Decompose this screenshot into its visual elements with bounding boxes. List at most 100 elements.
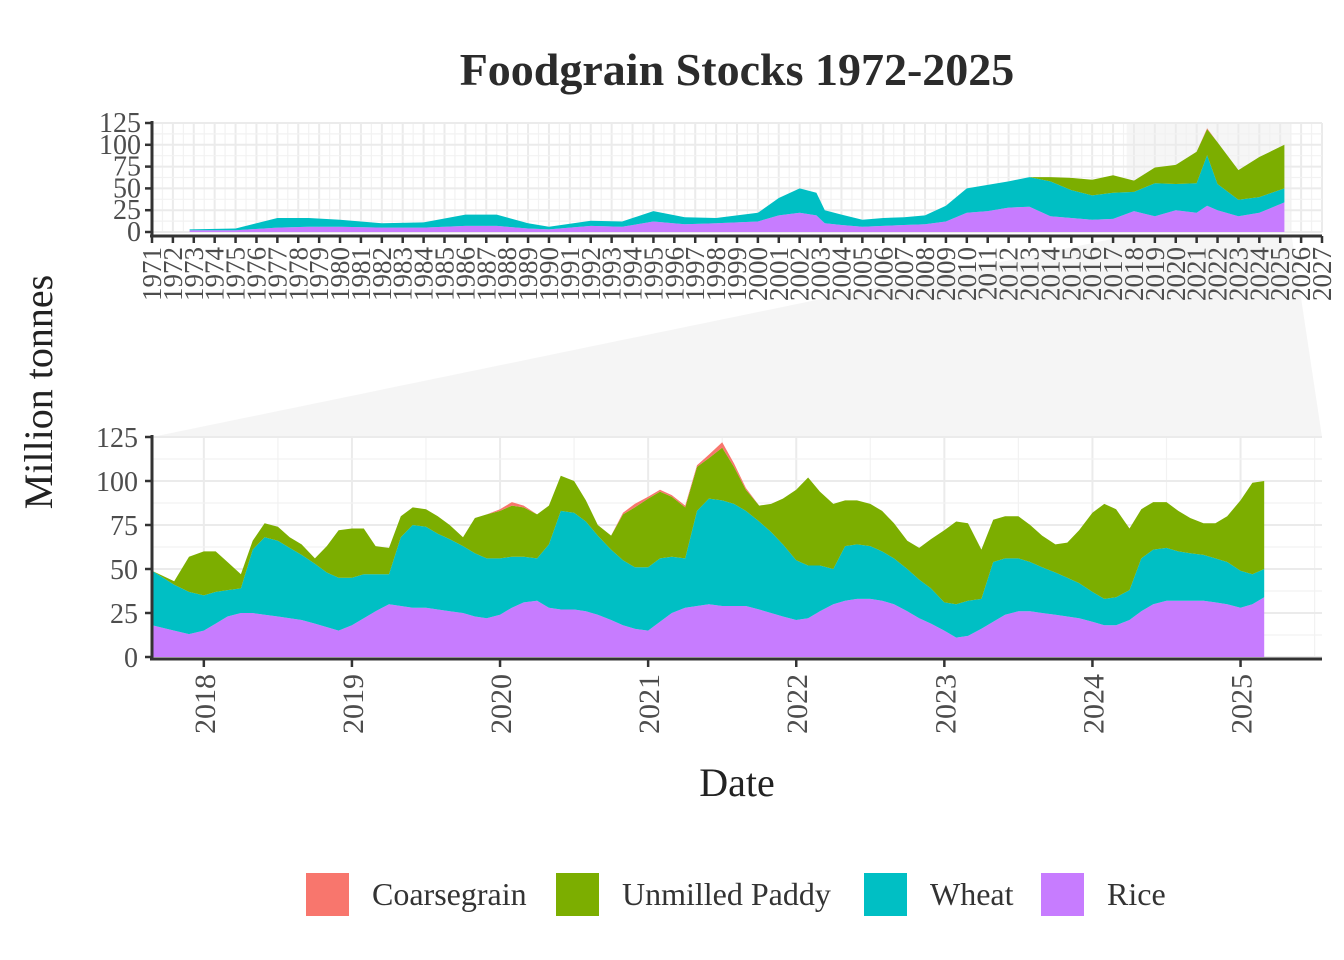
overview-x-tick-label: 1996 [659, 247, 689, 301]
detail-y-tick-label: 50 [110, 555, 138, 586]
overview-y-tick-label: 50 [113, 173, 141, 204]
legend-swatch-wheat [864, 873, 907, 916]
overview-x-tick-label: 1992 [576, 247, 606, 301]
overview-x-tick-label: 1999 [722, 247, 752, 301]
overview-x-tick-label: 2021 [1182, 247, 1212, 301]
detail-y-tick-label: 100 [96, 467, 138, 498]
overview-x-tick-label: 2017 [1098, 247, 1128, 301]
overview-x-tick-label: 2004 [827, 247, 857, 302]
overview-x-tick-label: 2020 [1161, 247, 1191, 301]
overview-x-tick-label: 2027 [1307, 247, 1337, 301]
detail-x-tick-label: 2022 [781, 674, 814, 734]
detail-x-tick-label: 2020 [485, 674, 518, 734]
overview-x-tick-label: 1982 [367, 247, 397, 301]
overview-area-unmilled-paddy [189, 129, 1285, 230]
overview-x-tick-label: 1986 [450, 247, 480, 301]
overview-x-tick-label: 1988 [492, 247, 522, 301]
overview-x-tick-label: 2003 [806, 247, 836, 301]
overview-x-tick-label: 2019 [1140, 247, 1170, 301]
overview-x-tick-label: 1993 [597, 247, 627, 301]
overview-y-tick-label: 125 [99, 108, 141, 139]
detail-x-tick-label: 2018 [189, 674, 222, 734]
overview-x-tick-label: 2008 [910, 247, 940, 301]
detail-area-rice [152, 597, 1265, 657]
overview-x-tick-label: 1994 [618, 247, 648, 302]
y-axis-title: Million tonnes [16, 275, 61, 509]
overview-x-tick-label: 2026 [1286, 247, 1316, 301]
detail-x-tick-label: 2021 [633, 674, 666, 734]
legend-swatch-coarsegrain [306, 873, 349, 916]
overview-x-tick-label: 1990 [534, 247, 564, 301]
overview-x-tick-label: 1972 [158, 247, 188, 301]
overview-axes: 0255075100125197119721973197419751976197… [99, 108, 1337, 301]
overview-y-tick-label: 25 [113, 195, 141, 226]
detail-panel: 0 25 50 75 100 125 2018 2019 2020 2021 2022 2023 202… [96, 423, 1322, 734]
overview-x-tick-label: 1974 [200, 247, 230, 302]
detail-area-wheat [152, 498, 1265, 638]
overview-x-tick-label: 2014 [1035, 247, 1065, 302]
detail-x-tick-label: 2025 [1226, 674, 1259, 734]
overview-x-tick-label: 2001 [764, 247, 794, 301]
overview-x-tick-label: 1995 [638, 247, 668, 301]
overview-x-tick-label: 1975 [221, 247, 251, 301]
overview-x-tick-label: 1989 [513, 247, 543, 301]
overview-x-tick-label: 1976 [242, 247, 272, 301]
overview-x-tick-label: 2000 [743, 247, 773, 301]
legend-swatch-unmilled-paddy [556, 873, 599, 916]
overview-x-tick-label: 2011 [973, 247, 1003, 300]
overview-areas [189, 128, 1285, 232]
overview-panel: 0255075100125197119721973197419751976197… [99, 108, 1337, 301]
overview-x-tick-label: 1997 [680, 247, 710, 301]
detail-x-tick-label: 2023 [929, 674, 962, 734]
overview-x-tick-label: 2006 [868, 247, 898, 301]
overview-x-tick-label: 2012 [994, 247, 1024, 301]
legend-label: Unmilled Paddy [622, 876, 831, 912]
detail-axes: 0 25 50 75 100 125 2018 2019 2020 2021 2022 2023 202… [96, 423, 1322, 734]
overview-x-tick-label: 2007 [889, 247, 919, 301]
overview-x-tick-label: 1984 [409, 247, 439, 302]
overview-x-tick-label: 2018 [1119, 247, 1149, 301]
overview-x-tick-label: 1979 [304, 247, 334, 301]
overview-x-tick-label: 1971 [137, 247, 167, 301]
overview-x-tick-label: 1978 [283, 247, 313, 301]
overview-x-tick-label: 1985 [430, 247, 460, 301]
chart-title: Foodgrain Stocks 1972-2025 [460, 44, 1015, 95]
overview-x-tick-label: 1998 [701, 247, 731, 301]
overview-x-tick-label: 2002 [785, 247, 815, 301]
overview-x-tick-label: 1977 [262, 247, 292, 301]
legend-label: Coarsegrain [372, 876, 527, 912]
detail-y-tick-label: 75 [110, 511, 138, 542]
overview-x-tick-label: 1991 [555, 247, 585, 301]
overview-x-tick-label: 2025 [1265, 247, 1295, 301]
legend: Coarsegrain Unmilled Paddy Wheat Rice [306, 873, 1166, 916]
detail-areas [152, 442, 1265, 657]
detail-x-tick-label: 2019 [337, 674, 370, 734]
overview-x-tick-label: 2023 [1223, 247, 1253, 301]
overview-area-rice [189, 202, 1285, 232]
overview-x-tick-label: 2024 [1244, 247, 1274, 302]
overview-x-tick-label: 1980 [325, 247, 355, 301]
overview-x-tick-label: 2015 [1056, 247, 1086, 301]
zoom-connector [152, 236, 1322, 437]
overview-x-tick-label: 2016 [1077, 247, 1107, 301]
overview-x-tick-label: 2022 [1203, 247, 1233, 301]
detail-y-tick-label: 125 [96, 423, 138, 454]
legend-label: Wheat [930, 876, 1014, 912]
overview-x-tick-label: 2009 [931, 247, 961, 301]
overview-x-tick-label: 2005 [847, 247, 877, 301]
overview-x-tick-label: 1981 [346, 247, 376, 301]
overview-area-wheat [189, 155, 1285, 231]
detail-x-tick-label: 2024 [1077, 674, 1110, 734]
detail-area-unmilled-paddy [152, 447, 1265, 605]
x-axis-title: Date [699, 760, 775, 805]
overview-y-tick-label: 0 [127, 217, 141, 248]
overview-x-tick-label: 2010 [952, 247, 982, 301]
overview-y-tick-label: 100 [99, 130, 141, 161]
detail-y-tick-label: 25 [110, 599, 138, 630]
overview-x-tick-label: 1973 [179, 247, 209, 301]
overview-x-tick-label: 1983 [388, 247, 418, 301]
legend-swatch-rice [1041, 873, 1084, 916]
overview-x-tick-label: 2013 [1015, 247, 1045, 301]
detail-y-tick-label: 0 [124, 643, 138, 674]
